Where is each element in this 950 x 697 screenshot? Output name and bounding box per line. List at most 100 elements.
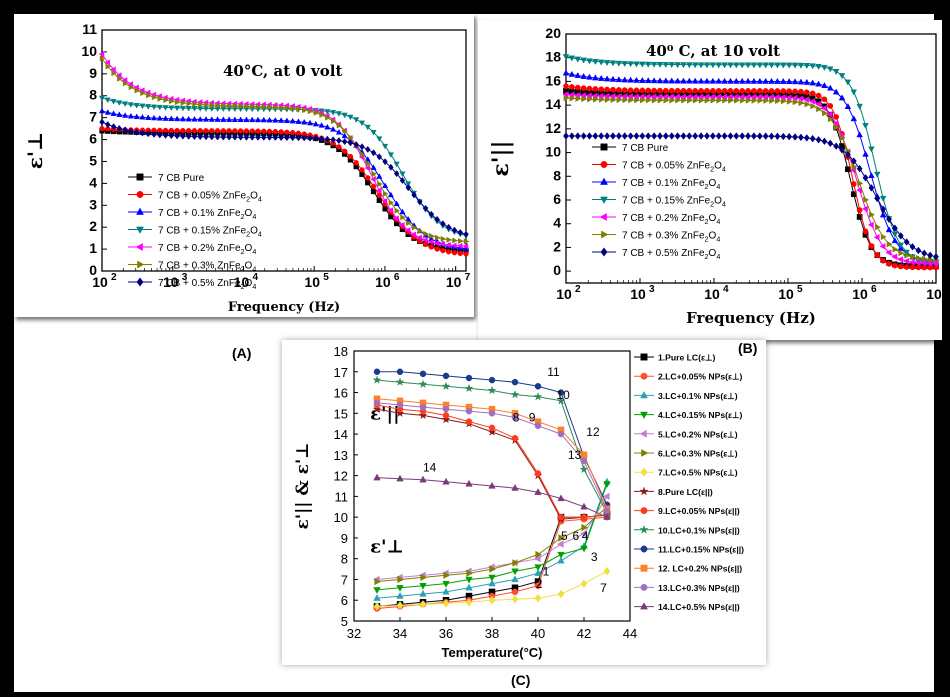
chart-c-series-8	[373, 401, 611, 521]
chart-b-data-point	[733, 62, 740, 69]
chart-a-data-point	[267, 103, 273, 111]
chart-a-data-point	[261, 133, 267, 141]
chart-b-data-point	[674, 87, 681, 94]
chart-b-data-point	[680, 62, 687, 69]
chart-b-data-point	[633, 87, 640, 94]
chart-a-data-point	[382, 143, 389, 150]
chart-a-data-point	[237, 116, 244, 122]
chart-c-data-point	[373, 473, 381, 481]
chart-b-data-point	[762, 88, 769, 94]
chart-a-data-point	[214, 133, 221, 141]
chart-b-data-point	[697, 77, 705, 84]
chart-a-data-point	[150, 114, 158, 121]
chart-a-series-line	[101, 58, 467, 242]
chart-c-x-tick-label: 34	[393, 626, 407, 641]
chart-a-data-point	[145, 114, 152, 120]
chart-c-legend-label: 12. LC+0.2% NPs(ε||)	[658, 564, 742, 574]
chart-a-data-point	[371, 170, 377, 177]
chart-b-series-line	[565, 85, 937, 269]
chart-a-data-point	[417, 228, 424, 235]
chart-b-data-point	[733, 97, 740, 104]
chart-a-data-point	[237, 133, 244, 141]
chart-b-data-point	[703, 62, 711, 69]
panel-label-a: (A)	[232, 345, 252, 361]
chart-a-data-point	[440, 220, 446, 228]
chart-b-series-1	[563, 83, 939, 271]
chart-a-data-point	[145, 104, 152, 110]
chart-a-data-point	[370, 130, 377, 136]
chart-b-data-point	[827, 139, 834, 148]
chart-b-legend-label: 7 CB + 0.1% ZnFe2O4	[622, 178, 720, 191]
chart-c-data-point	[465, 597, 473, 607]
chart-c-data-point	[373, 399, 381, 407]
chart-b-data-point	[862, 123, 869, 130]
chart-b-data-point	[757, 97, 764, 104]
chart-panel-c: 5 6 7 8 9 10 11 12 13 14 15 16 17 18 32 34 36 38 40 42 44 Tem…	[282, 340, 766, 665]
chart-c-y-tick-label: 8	[341, 552, 348, 567]
chart-b-data-point	[681, 97, 688, 104]
chart-c-curve-number: 14	[423, 460, 437, 474]
chart-a-data-point	[203, 133, 209, 141]
chart-b-series-line	[565, 56, 937, 264]
chart-a-data-point	[365, 160, 372, 167]
chart-b-data-point	[874, 223, 881, 231]
chart-a-data-point	[404, 227, 411, 234]
chart-b-data-point	[850, 157, 857, 165]
chart-b-data-point	[821, 137, 828, 146]
chart-a-data-point	[244, 103, 250, 110]
chart-a-x-tick-exp: 6	[394, 272, 400, 283]
chart-a-data-point	[250, 103, 256, 110]
chart-b-legend-marker	[600, 247, 608, 257]
chart-b-data-point	[739, 88, 746, 94]
chart-b-y-tick-label: 18	[545, 49, 561, 65]
chart-a-data-point	[319, 111, 325, 119]
chart-c-data-point	[557, 494, 565, 502]
chart-a-x-tick-label: 10	[375, 274, 391, 290]
chart-b-data-point	[809, 63, 816, 70]
chart-a-data-point	[105, 63, 112, 70]
chart-c-y-tick-label: 7	[341, 572, 348, 587]
chart-c-curve-number: 11	[547, 365, 560, 379]
chart-a-data-point	[145, 130, 151, 138]
chart-b-data-point	[874, 194, 881, 203]
chart-b-data-point	[669, 97, 676, 104]
chart-c-data-point	[418, 379, 428, 389]
chart-c-data-point	[488, 481, 496, 489]
chart-b-data-point	[721, 62, 728, 69]
chart-a-data-point	[376, 136, 383, 142]
chart-a-data-point	[422, 236, 428, 244]
chart-a-data-point	[301, 118, 308, 125]
chart-b-data-point	[616, 87, 622, 93]
chart-b-data-point	[803, 78, 811, 85]
chart-c-curve-number: 2	[536, 577, 543, 591]
chart-b-data-point	[728, 97, 735, 104]
chart-a-x-tick-label: 10	[163, 274, 179, 290]
chart-c-data-point	[511, 575, 519, 583]
chart-a-data-point	[348, 134, 354, 141]
chart-b-x-tick-exp: 6	[871, 284, 877, 295]
chart-a-data-point	[98, 95, 106, 102]
chart-a-data-point	[370, 188, 377, 195]
chart-b-data-point	[774, 77, 781, 84]
chart-a-data-point	[209, 128, 215, 134]
chart-c-y-tick-label: 13	[334, 448, 348, 463]
chart-a-data-point	[128, 127, 134, 135]
chart-a-data-point	[163, 97, 169, 104]
chart-c-legend-marker	[640, 583, 648, 591]
chart-c-curve-number: 9	[529, 411, 536, 425]
panel-label-b: (B)	[738, 340, 758, 356]
chart-b-data-point	[909, 243, 916, 251]
chart-b-data-point	[769, 97, 776, 104]
chart-b-data-point	[832, 120, 839, 127]
chart-b-data-point	[727, 88, 734, 94]
chart-b-data-point	[656, 77, 664, 84]
chart-c-curve-number: 13	[568, 448, 582, 462]
chart-c-data-point	[488, 579, 496, 587]
chart-c-data-point	[488, 424, 496, 432]
chart-a-data-point	[214, 116, 221, 122]
chart-c-data-point	[580, 579, 588, 588]
chart-b-data-point	[820, 104, 827, 112]
chart-c-data-point	[556, 540, 564, 548]
chart-b-data-point	[920, 260, 927, 267]
chart-b-data-point	[615, 76, 623, 83]
